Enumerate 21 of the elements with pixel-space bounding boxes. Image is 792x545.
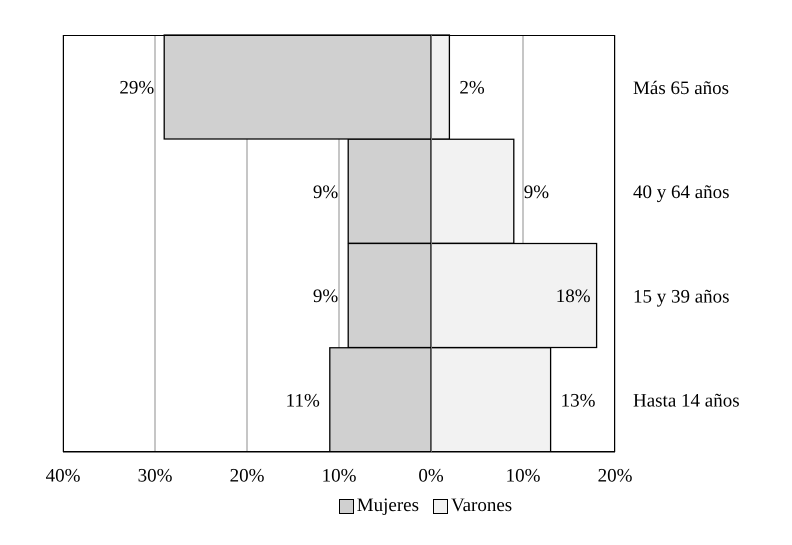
data-label: 9% — [312, 182, 338, 203]
data-label: 9% — [524, 182, 550, 203]
data-label: 18% — [556, 286, 591, 308]
y-tick-label: Hasta 14 años — [633, 390, 740, 412]
y-tick-label: Más 65 años — [633, 78, 730, 99]
y-tick-label: 40 y 64 años — [633, 182, 730, 204]
x-tick-label: 20% — [230, 465, 265, 486]
x-tick-label: 30% — [138, 465, 173, 486]
legend-label: Varones — [451, 495, 512, 517]
x-tick-label: 20% — [598, 465, 633, 486]
x-tick-label: 10% — [506, 465, 541, 486]
legend-label: Mujeres — [356, 495, 419, 517]
data-label: 9% — [312, 286, 338, 308]
x-tick-label: 10% — [322, 465, 357, 486]
data-label: 29% — [119, 78, 154, 99]
x-tick-label: 0% — [418, 465, 444, 486]
x-tick-label: 40% — [46, 465, 81, 486]
data-label: 11% — [286, 390, 320, 412]
data-label: 13% — [560, 390, 596, 412]
data-label: 2% — [459, 78, 485, 99]
y-tick-label: 15 y 39 años — [633, 286, 730, 308]
